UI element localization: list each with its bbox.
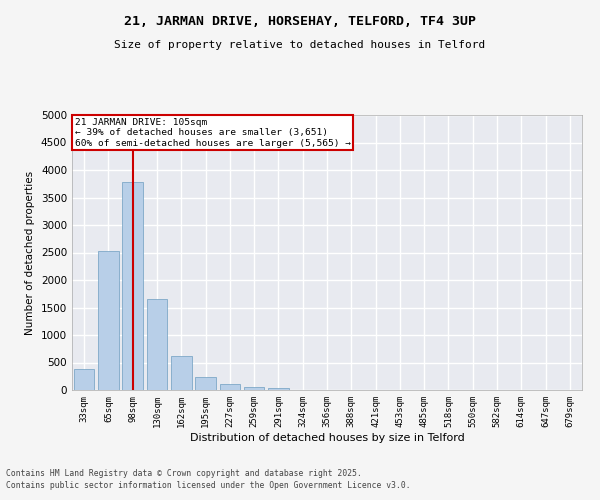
Bar [268, 388, 289, 390]
Text: Size of property relative to detached houses in Telford: Size of property relative to detached ho… [115, 40, 485, 50]
Bar [244, 387, 265, 390]
Bar [220, 384, 240, 390]
Bar [74, 369, 94, 390]
Text: 21 JARMAN DRIVE: 105sqm
← 39% of detached houses are smaller (3,651)
60% of semi: 21 JARMAN DRIVE: 105sqm ← 39% of detache… [74, 118, 350, 148]
Bar [146, 299, 167, 390]
Bar [98, 251, 119, 390]
Bar [195, 377, 216, 390]
Text: Contains public sector information licensed under the Open Government Licence v3: Contains public sector information licen… [6, 481, 410, 490]
X-axis label: Distribution of detached houses by size in Telford: Distribution of detached houses by size … [190, 432, 464, 442]
Bar [122, 182, 143, 390]
Text: Contains HM Land Registry data © Crown copyright and database right 2025.: Contains HM Land Registry data © Crown c… [6, 468, 362, 477]
Y-axis label: Number of detached properties: Number of detached properties [25, 170, 35, 334]
Text: 21, JARMAN DRIVE, HORSEHAY, TELFORD, TF4 3UP: 21, JARMAN DRIVE, HORSEHAY, TELFORD, TF4… [124, 15, 476, 28]
Bar [171, 356, 191, 390]
